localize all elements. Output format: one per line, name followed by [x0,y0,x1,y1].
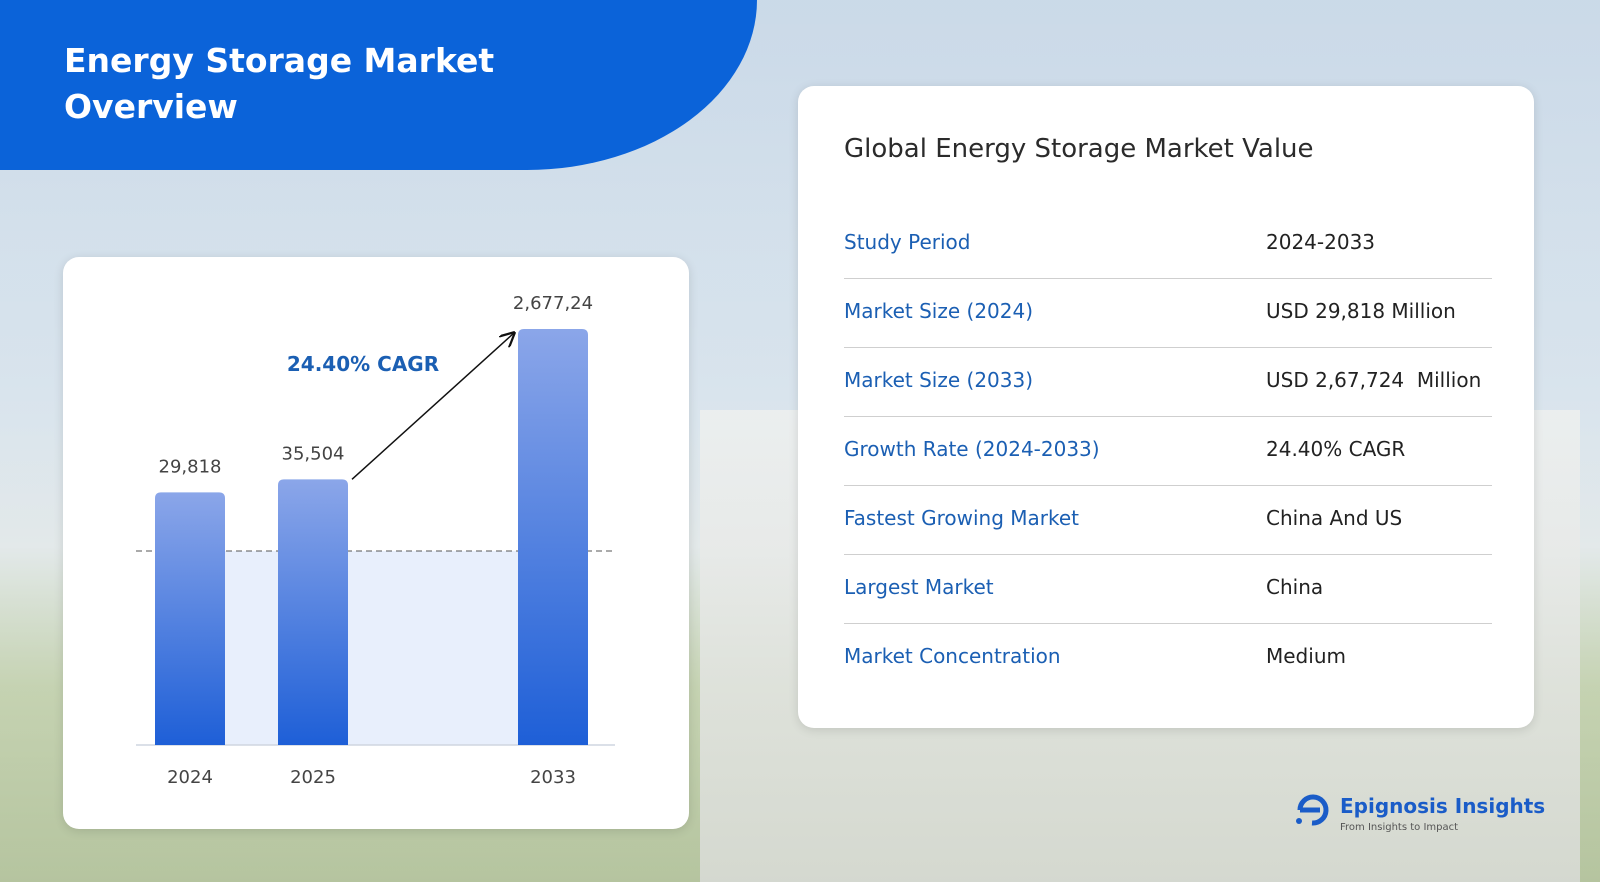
header-title: Energy Storage Market Overview [64,41,495,126]
growth-arrow [351,333,514,480]
row-label: Largest Market [844,575,994,599]
table-title: Global Energy Storage Market Value [844,134,1314,164]
header-banner: Energy Storage Market Overview [0,0,757,170]
table-row: Market Concentration Medium [844,622,1492,692]
row-label: Market Size (2024) [844,299,1034,323]
row-value: USD 2,67,724 Million [1266,368,1482,392]
brand-logo [1296,794,1329,826]
x-tick-label: 2033 [530,767,576,788]
row-value: Medium [1266,644,1346,668]
table-row: Study Period 2024-2033 [844,208,1492,279]
row-value: 24.40% CAGR [1266,437,1406,461]
row-label: Market Size (2033) [844,368,1034,392]
row-label: Fastest Growing Market [844,506,1080,530]
row-label: Study Period [844,230,971,254]
brand-tagline: From Insights to Impact [1340,822,1459,833]
row-label: Growth Rate (2024-2033) [844,437,1100,461]
table-row: Market Size (2033) USD 2,67,724 Million [844,346,1492,417]
row-value: China And US [1266,506,1403,530]
data-label: 35,504 [282,443,345,464]
row-value: 2024-2033 [1266,230,1376,254]
chart-card: 29,818 2024 35,504 2025 2,677,24 2033 24.40% C… [63,257,689,829]
table-row: Fastest Growing Market China And US [844,484,1492,555]
row-value: USD 29,818 Million [1266,299,1456,323]
row-label: Market Concentration [844,644,1061,668]
table-card: Global Energy Storage Market Value Study… [798,86,1534,728]
table-row: Market Size (2024) USD 29,818 Million [844,277,1492,348]
bar [518,329,588,745]
bar [278,479,348,745]
table-row: Largest Market China [844,553,1492,624]
brand: Epignosis Insights From Insights to Impa… [1292,790,1545,834]
chart: 29,818 2024 35,504 2025 2,677,24 2033 24.40% C… [136,293,615,788]
annotation: 24.40% CAGR [287,352,439,376]
x-tick-label: 2024 [167,767,213,788]
brand-name: Epignosis Insights [1340,794,1546,818]
x-tick-label: 2025 [290,767,336,788]
bar [155,492,225,745]
table-row: Growth Rate (2024-2033) 24.40% CAGR [844,415,1492,486]
data-label: 2,677,24 [513,293,593,314]
row-value: China [1266,575,1324,599]
highlight-region [225,551,518,745]
data-label: 29,818 [159,456,222,477]
